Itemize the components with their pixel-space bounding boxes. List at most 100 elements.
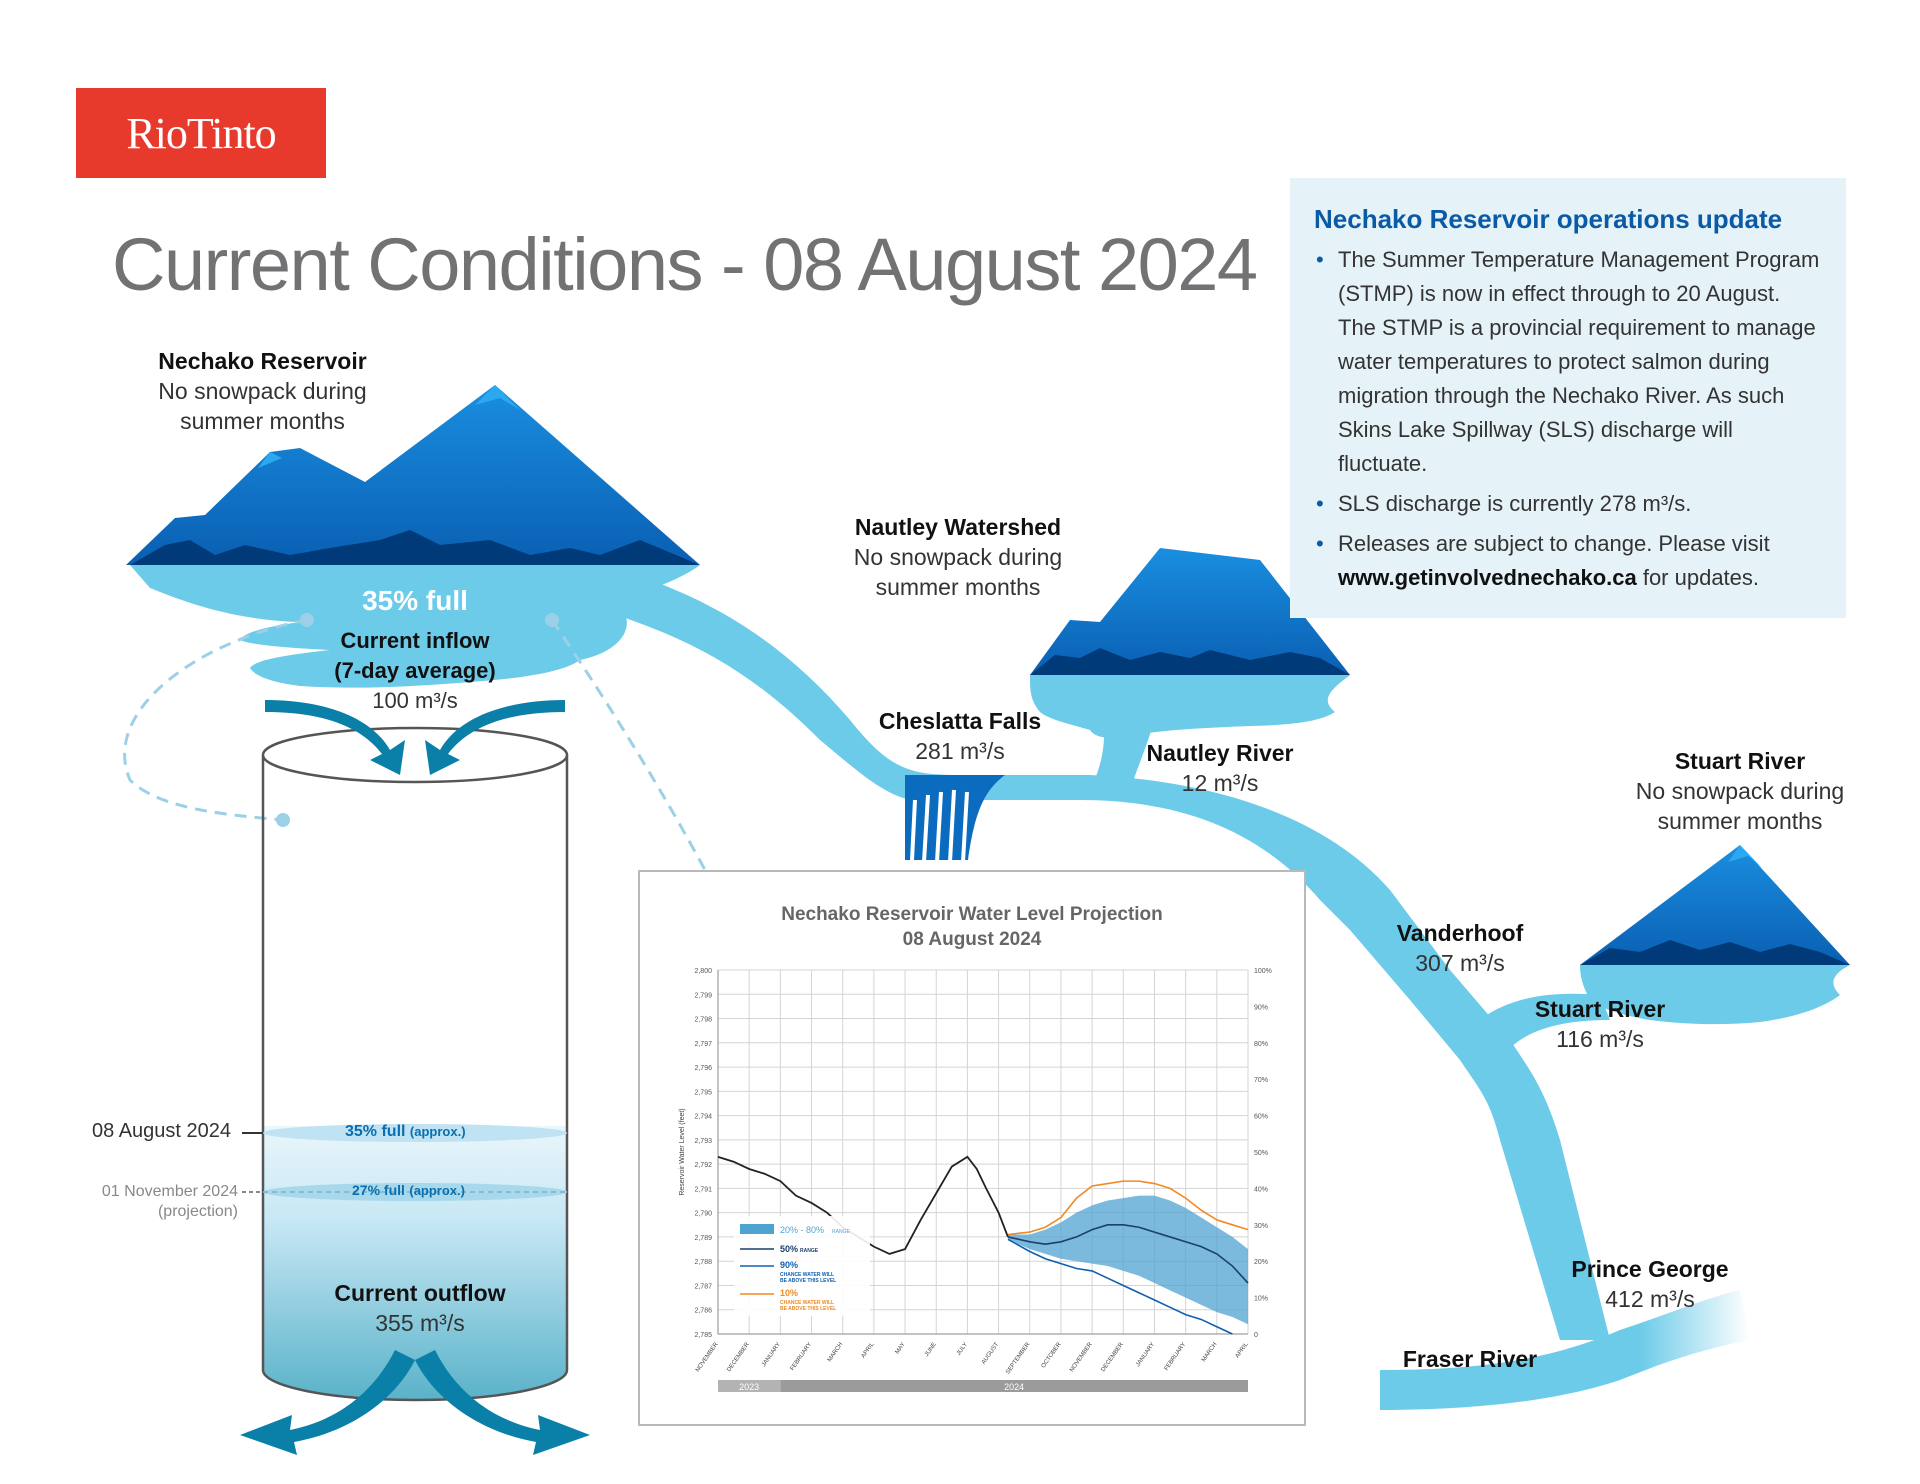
- y-tick-label: 2,799: [694, 992, 712, 999]
- x-tick-label: JANUARY: [761, 1342, 782, 1368]
- water-level-projection-chart: Nechako Reservoir Water Level Projection…: [638, 870, 1306, 1426]
- year-label: 2023: [739, 1382, 759, 1392]
- outflow-title: Current outflow: [334, 1280, 506, 1306]
- vanderhoof-label: Vanderhoof 307 m³/s: [1370, 918, 1550, 978]
- nautley-river-value: 12 m³/s: [1181, 770, 1259, 796]
- projection-note: (projection): [157, 1203, 238, 1220]
- nechako-river-upper: [600, 570, 1610, 1340]
- operations-update-list: The Summer Temperature Management Progra…: [1314, 243, 1822, 595]
- x-tick-label: FEBRUARY: [1164, 1342, 1188, 1372]
- outflow-arrows: [240, 1350, 590, 1455]
- inflow-value: 100 m³/s: [372, 688, 458, 713]
- connector-dot: [276, 813, 290, 827]
- page-title: Current Conditions - 08 August 2024: [112, 223, 1258, 306]
- stuart-watershed-line2: summer months: [1657, 808, 1823, 834]
- x-tick-label: APRIL: [1235, 1341, 1250, 1359]
- y-tick-label: 2,789: [694, 1235, 712, 1242]
- y-tick-label: 2,793: [694, 1138, 712, 1145]
- current-level-label: 35% full (approx.): [345, 1123, 466, 1141]
- y-tick-label: 2,792: [694, 1162, 712, 1169]
- x-tick-label: FEBRUARY: [790, 1342, 814, 1372]
- nechako-reservoir-lake: [130, 565, 700, 688]
- projection-date: 01 November 2024: [101, 1183, 238, 1200]
- nechako-reservoir-line2: summer months: [180, 408, 345, 434]
- y2-tick-label: 30%: [1254, 1223, 1268, 1230]
- connector-dot: [300, 613, 314, 627]
- y2-tick-label: 0: [1254, 1332, 1258, 1339]
- stuart-river-title: Stuart River: [1534, 996, 1666, 1022]
- nautley-mountains: [1030, 548, 1350, 675]
- year-bar-2024: [780, 1380, 1248, 1392]
- website-link[interactable]: www.getinvolvednechako.ca: [1338, 565, 1637, 590]
- reservoir-percent-full: 35% full: [362, 585, 468, 616]
- y2-tick-label: 60%: [1254, 1114, 1268, 1121]
- y-tick-label: 2,785: [694, 1332, 712, 1339]
- projection-level-disc: [263, 1183, 567, 1201]
- nautley-river-title: Nautley River: [1146, 740, 1294, 766]
- stuart-river-value: 116 m³/s: [1556, 1026, 1644, 1052]
- x-tick-label: SEPTEMBER: [1005, 1341, 1032, 1375]
- current-level-disc: [263, 1124, 567, 1142]
- year-bar-2023: [718, 1380, 781, 1392]
- connector-dot: [545, 613, 559, 627]
- y2-tick-label: 100%: [1254, 968, 1272, 975]
- y2-tick-label: 10%: [1254, 1296, 1268, 1303]
- prince-george-title: Prince George: [1571, 1256, 1729, 1282]
- x-tick-label: APRIL: [861, 1341, 876, 1359]
- stuart-river-label: Stuart River 116 m³/s: [1510, 994, 1690, 1054]
- x-tick-label: MAY: [895, 1342, 907, 1356]
- update-bullet: Releases are subject to change. Please v…: [1316, 527, 1822, 595]
- vanderhoof-title: Vanderhoof: [1396, 920, 1524, 946]
- chart-title: Nechako Reservoir Water Level Projection: [781, 904, 1163, 925]
- current-level-note: (approx.): [409, 1124, 466, 1139]
- y2-tick-label: 90%: [1254, 1004, 1268, 1011]
- x-tick-label: JUNE: [924, 1342, 938, 1358]
- projection-level-note: (approx.): [409, 1183, 465, 1198]
- y-tick-label: 2,798: [694, 1017, 712, 1024]
- connector-lines: [123, 618, 728, 911]
- band-20-80: [1007, 1195, 1248, 1325]
- nechako-reservoir-label: Nechako Reservoir No snowpack during sum…: [140, 346, 385, 436]
- p90-line: [1007, 1238, 1233, 1335]
- update-bullet: The Summer Temperature Management Progra…: [1316, 243, 1822, 481]
- nechako-mountains: [126, 385, 700, 565]
- update-bullet-text: for updates.: [1636, 565, 1760, 590]
- rio-tinto-logo: RioTinto: [76, 88, 326, 178]
- legend-median-small: RANGE: [800, 1248, 819, 1254]
- current-outflow-label: Current outflow 355 m³/s: [310, 1278, 530, 1338]
- inflow-title: Current inflow: [340, 628, 490, 653]
- logo-text: RioTinto: [126, 108, 276, 158]
- x-tick-label: JULY: [956, 1342, 969, 1357]
- stuart-lake: [1580, 965, 1850, 1025]
- operations-update-panel: Nechako Reservoir operations update The …: [1290, 178, 1846, 618]
- legend-p90-small: CHANCE WATER WILL: [780, 1272, 834, 1278]
- y-tick-label: 2,786: [694, 1308, 712, 1315]
- historical-line: [717, 1155, 1009, 1255]
- median-line: [1007, 1223, 1249, 1284]
- legend-p10-label: 10%: [780, 1288, 798, 1298]
- chart-plot: 2,785 2,786 2,787 2,788 2,789 2,790 2,791 2,792…: [679, 968, 1272, 1392]
- update-bullet: SLS discharge is currently 278 m³/s.: [1316, 487, 1822, 521]
- outflow-value: 355 m³/s: [375, 1310, 465, 1336]
- y-tick-label: 2,796: [694, 1065, 712, 1072]
- update-bullet-text: Releases are subject to change. Please v…: [1338, 531, 1770, 556]
- fraser-river-label: Fraser River: [1370, 1344, 1570, 1374]
- vanderhoof-value: 307 m³/s: [1415, 950, 1505, 976]
- legend-p90-small: BE ABOVE THIS LEVEL: [780, 1278, 836, 1284]
- x-tick-label: AUGUST: [981, 1341, 1000, 1365]
- fraser-river-title: Fraser River: [1402, 1346, 1538, 1372]
- y-tick-label: 2,787: [694, 1283, 712, 1290]
- x-tick-label: OCTOBER: [1041, 1341, 1063, 1369]
- cheslatta-falls-title: Cheslatta Falls: [878, 708, 1042, 734]
- y2-tick-label: 50%: [1254, 1150, 1268, 1157]
- legend-band-label: 20% - 80%: [780, 1225, 824, 1235]
- reservoir-cylinder: [261, 726, 569, 1402]
- y2-tick-label: 80%: [1254, 1041, 1268, 1048]
- chart-title-block: Nechako Reservoir Water Level Projection…: [640, 902, 1304, 952]
- nautley-watershed-label: Nautley Watershed No snowpack during sum…: [838, 512, 1078, 602]
- y-axis-label: Reservoir Water Level (feet): [679, 1108, 686, 1195]
- x-tick-label: JANUARY: [1135, 1342, 1156, 1368]
- inflow-arrows: [265, 700, 565, 775]
- nautley-river-label: Nautley River 12 m³/s: [1125, 738, 1315, 798]
